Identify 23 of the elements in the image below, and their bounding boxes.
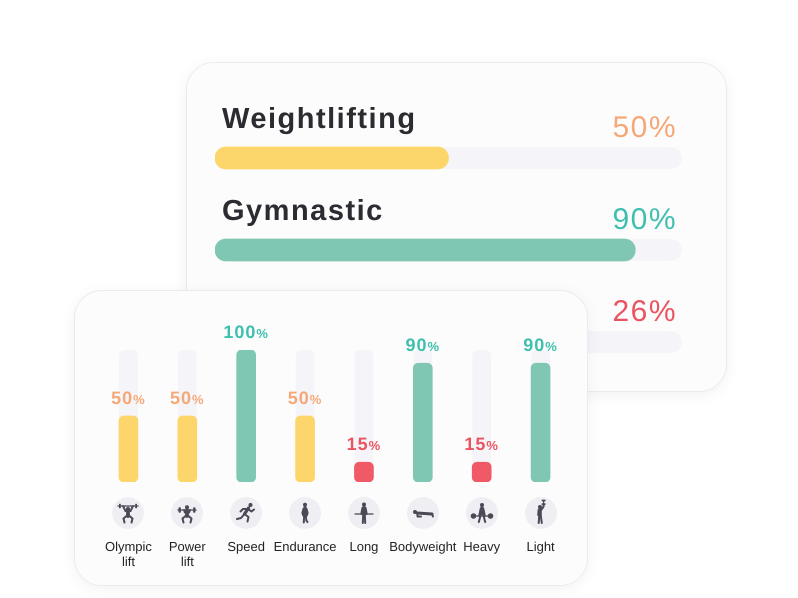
x-tick-label: Olympic lift (104, 539, 152, 570)
data-label: 50% (111, 388, 146, 408)
x-tick-label: Bodyweight (389, 539, 457, 554)
data-label: 90% (406, 335, 440, 356)
data-label: 90% (612, 203, 677, 236)
x-tick-label: Heavy (463, 539, 501, 554)
bar (472, 462, 492, 482)
data-label: 100% (223, 322, 269, 342)
data-label: 50% (170, 388, 205, 408)
x-tick-label: Long (349, 539, 378, 554)
x-tick-label: Light (526, 539, 556, 554)
text: 26% (612, 295, 677, 328)
bar (354, 462, 374, 482)
x-tick-label: Power lift (168, 539, 206, 570)
data-label: 15% (346, 434, 382, 454)
y-tick-label: Weightlifting (222, 103, 417, 135)
data-label: 15% (464, 434, 499, 454)
y-tick-label: Gymnastic (222, 195, 384, 227)
data-label: 90% (523, 335, 558, 356)
x-tick-label: Endurance (274, 539, 337, 554)
data-label: 50% (288, 388, 322, 408)
x-tick-label: Speed (227, 539, 265, 554)
data-label: 50% (612, 111, 677, 144)
